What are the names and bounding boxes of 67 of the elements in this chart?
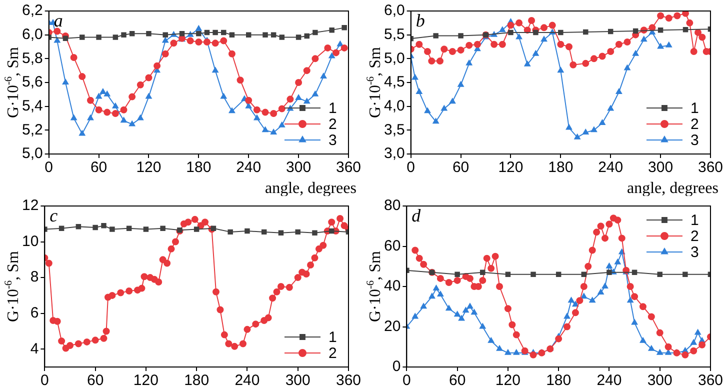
y-tick-label: 12	[22, 197, 39, 214]
x-tick-label: 60	[86, 372, 104, 390]
x-tick-label: 120	[495, 372, 520, 390]
y-tick-label: 80	[384, 197, 401, 214]
x-tick-label: 180	[546, 372, 572, 390]
y-tick-label: 20	[384, 318, 401, 335]
y-tick-label: 6	[30, 304, 39, 322]
annotation: c	[50, 206, 58, 226]
x-tick-label: 240	[234, 372, 260, 390]
y-tick-label: 5,2	[22, 121, 43, 138]
y-axis-title: G·10-6, Sm	[366, 250, 384, 322]
x-tick-label: 360	[336, 372, 361, 390]
x-tick-label: 240	[598, 159, 624, 176]
y-tick-label: 5,5	[384, 26, 405, 43]
y-tick-label: 6,0	[22, 26, 43, 43]
y-tick-label: 8	[30, 268, 39, 286]
annotation: a	[54, 10, 63, 31]
x-tick-label: 240	[596, 372, 622, 390]
y-tick-label: 3,5	[384, 121, 405, 138]
y-axis-title: G·10-6, Sm	[4, 250, 22, 322]
x-tick-label: 60	[452, 159, 470, 176]
x-tick-label: 300	[285, 372, 310, 390]
x-tick-label: 300	[647, 372, 672, 390]
x-tick-label: 360	[698, 159, 723, 176]
y-tick-label: 6,0	[384, 2, 405, 20]
x-tick-label: 300	[648, 159, 674, 176]
y-tick-label: 4,0	[384, 97, 405, 114]
y-tick-label: 5,4	[22, 97, 43, 114]
x-tick-label: 360	[698, 372, 723, 390]
y-tick-label: 5,0	[384, 50, 405, 67]
legend-label: 1	[690, 100, 699, 118]
y-tick-label: 3,0	[384, 145, 405, 162]
y-tick-label: 10	[22, 232, 39, 250]
legend-label: 3	[328, 132, 337, 150]
y-tick-label: 4,5	[384, 74, 405, 91]
x-tick-label: 180	[184, 372, 210, 390]
y-tick-label: 6,2	[22, 2, 43, 20]
y-tick-label: 5,6	[22, 74, 43, 91]
x-tick-label: 120	[498, 159, 524, 176]
legend-label: 2	[690, 116, 699, 134]
x-tick-label: 240	[236, 159, 262, 176]
legend-label: 2	[328, 116, 337, 134]
x-tick-label: 60	[448, 372, 466, 390]
y-tick-label: 40	[384, 278, 401, 295]
x-tick-label: 120	[136, 159, 162, 176]
x-tick-label: 180	[548, 159, 574, 176]
x-tick-label: 300	[286, 159, 312, 176]
legend-label: 2	[328, 345, 337, 362]
y-tick-label: 60	[384, 237, 401, 254]
y-tick-label: 5,8	[22, 50, 43, 67]
annotation: b	[416, 10, 425, 31]
y-axis-title: G·10-6, Sm	[366, 46, 384, 118]
legend-label: 1	[690, 212, 699, 230]
y-tick-label: 5,0	[22, 145, 43, 162]
legend-label: 3	[690, 132, 699, 150]
x-tick-label: 120	[133, 372, 158, 390]
x-tick-label: 60	[90, 159, 108, 176]
x-tick-label: 360	[336, 159, 361, 176]
y-tick-label: 0	[392, 358, 401, 376]
x-tick-label: 180	[186, 159, 212, 176]
y-tick-label: 4	[30, 340, 39, 358]
legend-label: 1	[328, 329, 337, 346]
legend-label: 2	[690, 228, 699, 246]
annotation: d	[412, 206, 422, 226]
y-axis-title: G·10-6, Sm	[4, 46, 22, 118]
legend-label: 3	[690, 244, 699, 262]
legend-label: 1	[328, 100, 337, 118]
